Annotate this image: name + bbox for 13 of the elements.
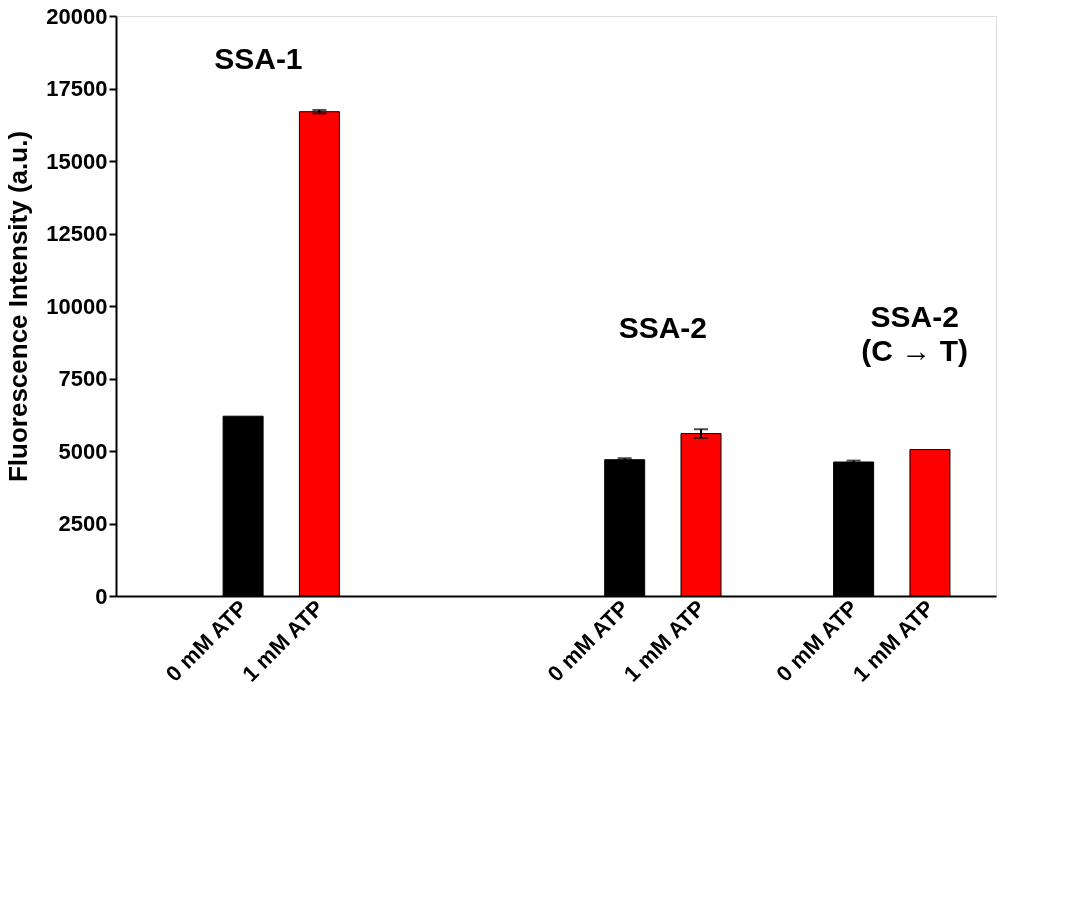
y-tick-label: 7500 <box>58 366 108 391</box>
y-tick-label: 15000 <box>46 148 108 174</box>
annotation: SSA-2 <box>618 311 708 345</box>
annotation: SSA-2 (C → T) <box>861 299 968 367</box>
y-tick-label: 20000 <box>46 3 108 29</box>
y-tick-label: 2500 <box>58 511 108 536</box>
y-tick-label: 0 <box>95 583 108 609</box>
y-axis-title: Fluorescence Intensity (a.u.) <box>3 130 34 483</box>
y-tick-label: 5000 <box>58 438 108 464</box>
annotation: SSA-1 <box>214 41 303 75</box>
y-tick-label: 12500 <box>46 221 108 246</box>
y-tick-label: 10000 <box>46 293 108 319</box>
y-tick-label: 17500 <box>46 76 108 101</box>
